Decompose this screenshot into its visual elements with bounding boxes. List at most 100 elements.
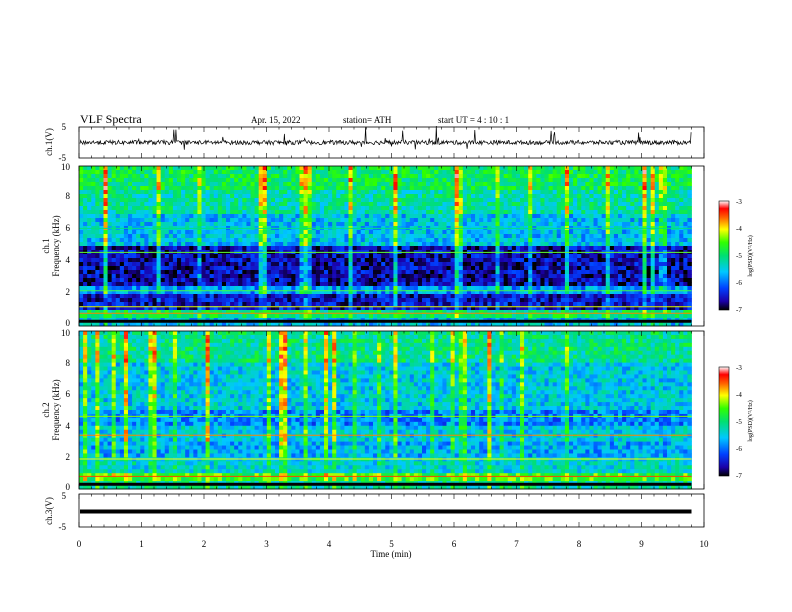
ch1-cell — [454, 218, 460, 223]
ch1-cell — [462, 206, 468, 211]
ch1-cell — [520, 290, 525, 295]
ch1-cell — [573, 238, 578, 243]
ch1-cell — [511, 266, 517, 271]
ch1-cell — [299, 238, 304, 243]
ch1-cell — [634, 246, 639, 251]
ch1-cell — [548, 282, 554, 287]
ch1-cell — [430, 238, 435, 243]
ch1-cell — [450, 222, 456, 227]
ch1-cell — [373, 230, 378, 235]
ch1-cell — [679, 258, 684, 263]
ch1-cell — [630, 258, 635, 263]
ch1-cell — [99, 198, 104, 203]
ch1-cell — [181, 254, 186, 259]
ch1-cell — [315, 214, 321, 219]
ch1-cell — [119, 178, 125, 183]
ch1-cell — [409, 198, 415, 203]
ch1-cell — [152, 170, 157, 175]
ch1-cell — [430, 230, 435, 235]
ch1-cell — [132, 178, 137, 183]
ch1-cell — [434, 190, 439, 195]
ch1-cell — [597, 198, 603, 203]
ch1-cell — [348, 170, 353, 175]
ch1-cell — [618, 262, 623, 267]
ch1-cell — [675, 218, 680, 223]
ch1-cell — [626, 246, 631, 251]
ch1-cell — [95, 278, 100, 283]
ch1-cell — [413, 286, 419, 291]
ch1-cell — [536, 262, 541, 267]
ch1-cell — [83, 190, 88, 195]
ch1-cell — [144, 234, 149, 239]
ch1-cell — [136, 198, 141, 203]
ch1-cell — [103, 174, 108, 179]
ch1-cell — [246, 222, 251, 227]
ch1-cell — [413, 190, 419, 195]
ch1-cell — [613, 186, 619, 191]
ch1-cell — [446, 210, 451, 215]
ch1-cell — [597, 230, 603, 235]
ch1-cell — [679, 266, 684, 271]
ch1-cell — [540, 202, 545, 207]
ch1-cell — [524, 206, 529, 211]
ch1-cell — [475, 194, 480, 199]
ch1-cell — [319, 170, 325, 175]
ch1-cell — [172, 262, 178, 267]
ch1-cell — [385, 166, 390, 171]
ch1-cell — [115, 270, 121, 275]
ch1-cell — [352, 210, 358, 215]
ch1-cell — [242, 286, 247, 291]
ch1-cell — [156, 282, 162, 287]
ch1-cell — [111, 258, 117, 263]
ch1-cell — [83, 186, 88, 191]
ch1-cell — [352, 174, 358, 179]
ch1-cell — [536, 278, 541, 283]
ch1-cell — [638, 206, 643, 211]
ch1-cell — [209, 286, 215, 291]
ch1-cell — [107, 242, 113, 247]
ch1-cell — [564, 294, 570, 299]
ch1-cell — [226, 246, 231, 251]
ch1-cell — [364, 242, 370, 247]
ch1-cell — [262, 186, 268, 191]
ch1-cell — [426, 290, 431, 295]
ch1-cell — [687, 230, 692, 235]
ch1-cell — [397, 262, 402, 267]
ch1-cell — [483, 198, 488, 203]
ch1-cell — [103, 278, 108, 283]
ch1-cell — [466, 282, 472, 287]
ch1-cell — [475, 190, 480, 195]
ch1-cell — [123, 270, 129, 275]
ch1-cell — [671, 254, 676, 259]
ch1-cell — [646, 194, 652, 199]
ch1-cell — [377, 210, 382, 215]
ch1-cell — [491, 222, 496, 227]
ch1-cell — [266, 254, 272, 259]
ch1-cell — [299, 258, 304, 263]
ch1-cell — [205, 298, 211, 303]
ch1-cell — [430, 206, 435, 211]
ch1-cell — [209, 170, 215, 175]
ch1-cell — [332, 270, 337, 275]
ch1-cell — [397, 238, 402, 243]
ch1-cell — [671, 262, 676, 267]
ch1-cell — [328, 278, 333, 283]
ch1-cell — [303, 198, 309, 203]
ch1-cell — [479, 262, 484, 267]
ch1-cell — [577, 194, 582, 199]
ch1-cell — [646, 190, 652, 195]
ch1-cell — [393, 230, 398, 235]
ch1-cell — [115, 174, 121, 179]
ch1-cell — [291, 166, 296, 171]
ch1-cell — [193, 286, 198, 291]
ch1-cell — [471, 230, 476, 235]
ch1-cell — [373, 242, 378, 247]
ch1-cell — [385, 234, 390, 239]
ch1-cell — [471, 202, 476, 207]
ch1-cell — [177, 294, 182, 299]
ch1-cell — [128, 206, 133, 211]
ch1-cell — [589, 286, 594, 291]
ch1-cell — [364, 198, 370, 203]
ch1-cell — [262, 198, 268, 203]
ch1-cell — [679, 182, 684, 187]
